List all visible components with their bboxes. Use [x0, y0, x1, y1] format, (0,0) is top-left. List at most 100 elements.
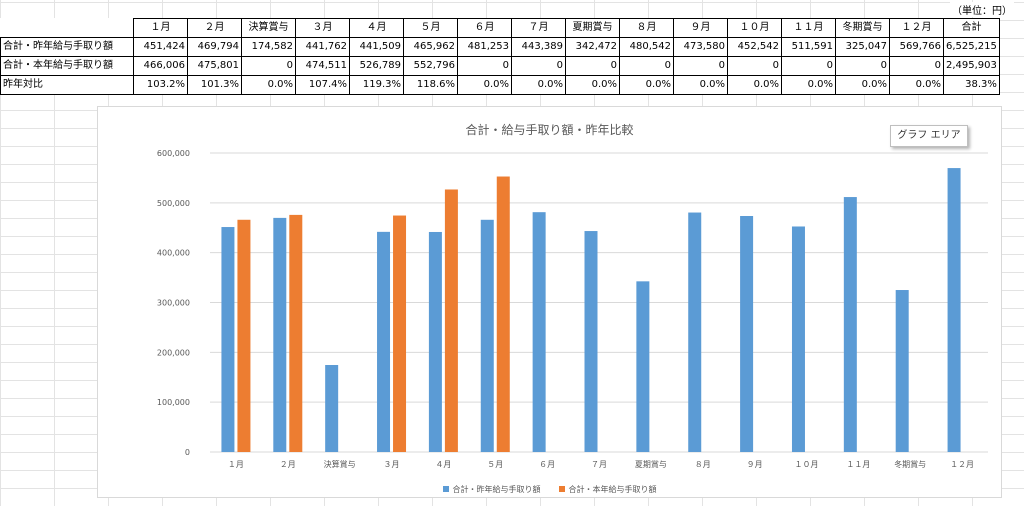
table-cell[interactable]: 0.0%: [511, 75, 566, 95]
x-tick-label: 夏期賞与: [635, 459, 667, 469]
table-cell[interactable]: 0: [835, 56, 890, 76]
bar-this-year: [444, 189, 458, 452]
legend-swatch: [442, 486, 449, 492]
table-cell[interactable]: 0.0%: [889, 75, 944, 95]
table-cell[interactable]: 511,591: [781, 37, 836, 57]
table-cell[interactable]: 342,472: [565, 37, 620, 57]
table-cell[interactable]: 2,495,903: [943, 56, 1000, 76]
table-cell[interactable]: 101.3%: [187, 75, 242, 95]
table-cell[interactable]: 475,801: [187, 56, 242, 76]
table-cell[interactable]: 0: [619, 56, 674, 76]
table-cell[interactable]: 0: [457, 56, 512, 76]
x-tick-label: ８月: [695, 460, 711, 469]
x-tick-label: １２月: [950, 460, 974, 469]
bar-last-year: [377, 231, 391, 452]
bar-last-year: [843, 197, 857, 452]
column-header[interactable]: ２月: [187, 18, 242, 38]
table-cell[interactable]: 469,794: [187, 37, 242, 57]
column-header[interactable]: １月: [133, 18, 188, 38]
table-cell[interactable]: 481,253: [457, 37, 512, 57]
column-header[interactable]: １１月: [781, 18, 836, 38]
table-cell[interactable]: 451,424: [133, 37, 188, 57]
column-header[interactable]: 夏期賞与: [565, 18, 620, 38]
chart-title: 合計・給与手取り額・昨年比較: [465, 123, 634, 137]
table-cell[interactable]: 103.2%: [133, 75, 188, 95]
table-cell[interactable]: 441,762: [295, 37, 350, 57]
column-header[interactable]: ８月: [619, 18, 674, 38]
chart-area[interactable]: 合計・給与手取り額・昨年比較 0 100,000 200,000 300,000 400…: [97, 106, 1002, 498]
x-tick-label: ４月: [435, 460, 451, 469]
column-header[interactable]: ９月: [673, 18, 728, 38]
table-cell[interactable]: 107.4%: [295, 75, 350, 95]
column-header[interactable]: １０月: [727, 18, 782, 38]
x-tick-label: ３月: [384, 460, 400, 469]
bar-this-year: [289, 214, 303, 452]
y-tick-label: 400,000: [157, 249, 190, 258]
table-cell[interactable]: 0: [565, 56, 620, 76]
table-cell[interactable]: 119.3%: [349, 75, 404, 95]
y-tick-label: 500,000: [157, 199, 190, 208]
table-cell[interactable]: 0: [781, 56, 836, 76]
row-label-cell[interactable]: 昨年対比: [0, 75, 134, 95]
x-tick-label: ６月: [539, 460, 555, 469]
table-cell[interactable]: 0.0%: [457, 75, 512, 95]
x-tick-label: ２月: [280, 460, 296, 469]
table-cell[interactable]: 552,796: [403, 56, 458, 76]
table-cell[interactable]: 6,525,215: [943, 37, 1000, 57]
y-tick-label: 100,000: [157, 398, 190, 407]
bar-last-year: [221, 227, 235, 452]
bar-last-year: [325, 364, 339, 452]
legend-item: 合計・本年給与手取り額: [558, 484, 657, 495]
data-table: １月 ２月 決算賞与 ３月 ４月 ５月 ６月 ７月 夏期賞与 ８月 ９月 １０月 １１月 冬期賞与 １２月合…: [0, 18, 1000, 95]
table-cell[interactable]: 480,542: [619, 37, 674, 57]
column-header[interactable]: 決算賞与: [241, 18, 296, 38]
x-tick-label: ９月: [747, 460, 763, 469]
table-cell[interactable]: 0: [889, 56, 944, 76]
table-cell[interactable]: 0.0%: [673, 75, 728, 95]
table-cell[interactable]: 0.0%: [781, 75, 836, 95]
table-cell[interactable]: 526,789: [349, 56, 404, 76]
bar-last-year: [532, 212, 546, 452]
table-cell[interactable]: 38.3%: [943, 75, 1000, 95]
table-cell[interactable]: 0.0%: [835, 75, 890, 95]
table-cell[interactable]: 452,542: [727, 37, 782, 57]
y-tick-label: 0: [185, 448, 190, 457]
table-row: 昨年対比 103.2% 101.3% 0.0% 107.4% 119.3% 118.6% 0.…: [0, 75, 1000, 95]
table-cell[interactable]: 441,509: [349, 37, 404, 57]
column-header[interactable]: ７月: [511, 18, 566, 38]
table-corner-cell[interactable]: [0, 18, 134, 38]
table-cell[interactable]: 174,582: [241, 37, 296, 57]
table-cell[interactable]: 473,580: [673, 37, 728, 57]
table-cell[interactable]: 474,511: [295, 56, 350, 76]
x-tick-label: １月: [228, 460, 244, 469]
table-cell[interactable]: 118.6%: [403, 75, 458, 95]
row-label-cell[interactable]: 合計・昨年給与手取り額: [0, 37, 134, 57]
table-header-row: １月 ２月 決算賞与 ３月 ４月 ５月 ６月 ７月 夏期賞与 ８月 ９月 １０月 １１月 冬期賞与 １２月合…: [0, 18, 1000, 38]
table-cell[interactable]: 0.0%: [727, 75, 782, 95]
table-cell[interactable]: 0: [511, 56, 566, 76]
table-cell[interactable]: 0: [727, 56, 782, 76]
table-cell[interactable]: 0: [241, 56, 296, 76]
table-cell[interactable]: 466,006: [133, 56, 188, 76]
table-cell[interactable]: 325,047: [835, 37, 890, 57]
table-cell[interactable]: 0.0%: [565, 75, 620, 95]
table-row: 合計・昨年給与手取り額 451,424 469,794 174,582 441,762 4…: [0, 37, 1000, 57]
bar-last-year: [895, 290, 909, 452]
table-cell[interactable]: 0.0%: [241, 75, 296, 95]
bar-chart: 0 100,000 200,000 300,000 400,000 500,000 600,…: [157, 149, 988, 469]
column-header[interactable]: １２月: [889, 18, 944, 38]
x-tick-label: 決算賞与: [324, 459, 356, 469]
column-header[interactable]: 合計: [943, 18, 1000, 38]
table-cell[interactable]: 0: [673, 56, 728, 76]
table-cell[interactable]: 0.0%: [619, 75, 674, 95]
table-cell[interactable]: 443,389: [511, 37, 566, 57]
column-header[interactable]: ６月: [457, 18, 512, 38]
bar-last-year: [947, 168, 961, 453]
table-cell[interactable]: 569,766: [889, 37, 944, 57]
row-label-cell[interactable]: 合計・本年給与手取り額: [0, 56, 134, 76]
column-header[interactable]: ４月: [349, 18, 404, 38]
column-header[interactable]: ５月: [403, 18, 458, 38]
column-header[interactable]: 冬期賞与: [835, 18, 890, 38]
column-header[interactable]: ３月: [295, 18, 350, 38]
table-cell[interactable]: 465,962: [403, 37, 458, 57]
